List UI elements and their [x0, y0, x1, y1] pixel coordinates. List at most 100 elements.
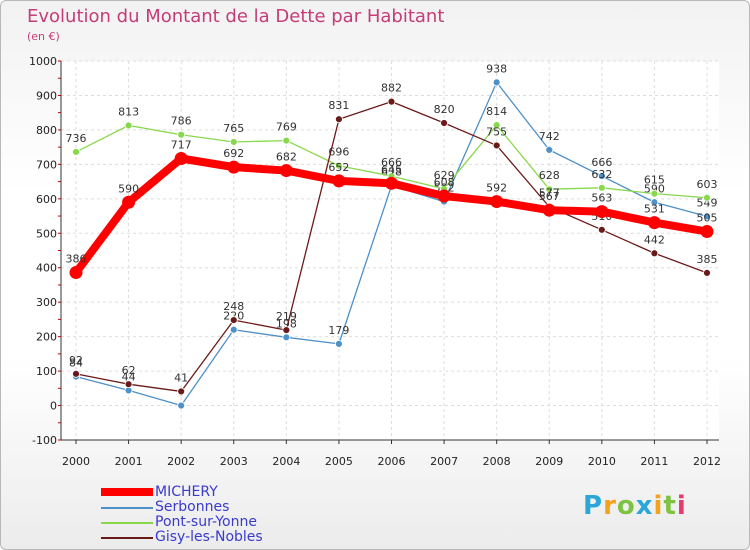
data-label: 765 [223, 122, 244, 135]
data-label: 608 [434, 176, 455, 189]
x-tick-label: 2002 [167, 455, 195, 468]
data-point [492, 78, 501, 87]
data-point [335, 161, 343, 170]
data-point [279, 164, 293, 178]
data-point [700, 225, 714, 239]
data-label: 736 [66, 132, 87, 145]
logo-letter: i [676, 491, 687, 521]
data-point [703, 268, 711, 277]
legend-swatch [101, 537, 153, 539]
data-label: 938 [486, 62, 507, 75]
data-point [597, 183, 606, 192]
legend-label: Pont-sur-Yonne [155, 514, 257, 530]
data-point [545, 145, 554, 154]
line-chart: -100 0 100 200 300 400 500 600 700 800 900 1000 2000… [29, 55, 721, 468]
data-label: 666 [381, 156, 402, 169]
data-label: 755 [486, 125, 507, 138]
data-label: 577 [539, 187, 560, 200]
y-tick-label: 600 [36, 193, 57, 206]
data-label: 882 [381, 82, 402, 95]
data-point [124, 380, 133, 389]
data-label: 549 [697, 196, 718, 209]
data-label: 696 [328, 146, 349, 159]
proxiti-logo: Proxiti [583, 491, 687, 521]
data-label: 92 [69, 354, 83, 367]
data-point [703, 193, 711, 202]
data-label: 442 [644, 233, 665, 246]
x-tick-label: 2000 [62, 455, 90, 468]
x-tick-label: 2008 [483, 455, 511, 468]
data-point [545, 185, 554, 194]
legend-swatch [101, 507, 153, 509]
data-point [282, 136, 291, 145]
x-tick-label: 2006 [378, 455, 406, 468]
data-label: 652 [328, 161, 349, 174]
data-label: 813 [118, 105, 139, 118]
x-tick-label: 2001 [115, 455, 143, 468]
legend-label: MICHERY [155, 484, 218, 500]
data-label: 531 [644, 203, 665, 216]
data-point [282, 326, 291, 334]
data-label: 769 [276, 121, 297, 134]
data-label: 505 [697, 212, 718, 225]
data-label: 590 [644, 182, 665, 195]
y-tick-label: 400 [36, 262, 57, 275]
data-label: 742 [539, 130, 560, 143]
logo-letter: o [616, 491, 636, 521]
logo-letter: P [583, 491, 604, 521]
x-tick-label: 2009 [535, 455, 563, 468]
data-point [72, 369, 80, 378]
chart-title: Evolution du Montant de la Dette par Hab… [27, 6, 445, 27]
data-label: 567 [539, 190, 560, 203]
data-label: 563 [591, 192, 612, 205]
data-label: 385 [697, 253, 718, 266]
data-point [72, 148, 80, 156]
data-label: 198 [276, 317, 297, 330]
y-tick-label: 300 [36, 296, 57, 309]
data-label: 62 [122, 364, 136, 377]
x-tick-label: 2011 [640, 455, 668, 468]
data-point [122, 195, 136, 209]
legend-swatch [101, 522, 153, 524]
data-point [492, 141, 501, 150]
data-point [597, 225, 606, 234]
x-tick-label: 2003 [220, 455, 248, 468]
data-point [595, 205, 609, 219]
data-point [650, 249, 659, 258]
y-tick-label: 700 [36, 158, 57, 171]
data-point [387, 97, 396, 106]
x-tick-label: 2010 [588, 455, 616, 468]
y-tick-label: 800 [36, 124, 57, 137]
x-tick-label: 2005 [325, 455, 353, 468]
data-label: 820 [434, 103, 455, 116]
data-label: 717 [171, 139, 192, 152]
data-label: 615 [644, 174, 665, 187]
y-tick-label: -100 [32, 434, 57, 447]
data-label: 814 [486, 105, 507, 118]
plot-area [61, 61, 719, 440]
data-label: 41 [174, 371, 188, 384]
data-point [174, 152, 188, 166]
data-label: 44 [122, 370, 136, 383]
legend-label: Gisy-les-Nobles [155, 529, 263, 545]
data-point [229, 316, 238, 324]
x-tick-label: 2012 [693, 455, 721, 468]
data-point [177, 130, 186, 139]
data-label: 831 [328, 99, 349, 112]
legend-label: Serbonnes [155, 499, 230, 515]
data-point [703, 212, 711, 221]
data-label: 603 [697, 178, 718, 191]
logo-letter: t [663, 491, 677, 521]
x-tick-label: 2007 [430, 455, 458, 468]
data-label: 692 [223, 147, 244, 160]
data-point [647, 216, 661, 230]
data-point [335, 339, 343, 348]
data-label: 179 [328, 324, 349, 337]
data-point [597, 172, 606, 180]
y-tick-label: 1000 [29, 55, 57, 68]
legend-swatch [101, 488, 153, 496]
data-label: 628 [539, 169, 560, 182]
data-label: 632 [591, 168, 612, 181]
data-label: 629 [434, 169, 455, 182]
